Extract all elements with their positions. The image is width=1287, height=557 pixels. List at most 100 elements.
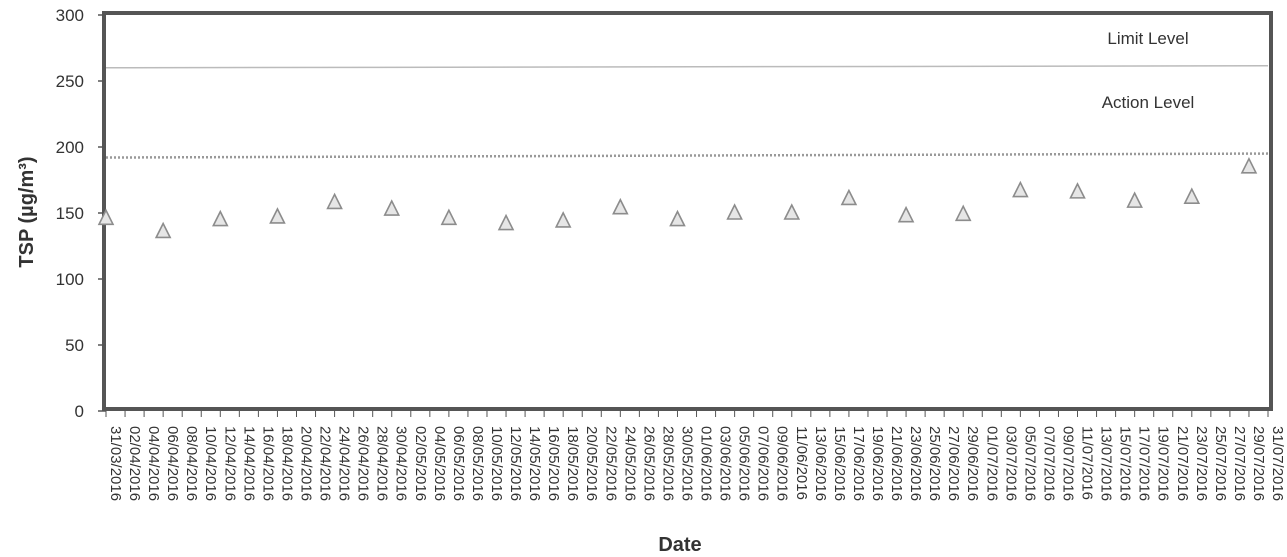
x-tick-label: 23/07/2016 [1193,426,1210,501]
data-point [1126,191,1143,208]
x-tick-label: 14/04/2016 [240,426,257,501]
y-axis-title: TSP (µg/m³) [16,156,38,267]
data-point [669,209,686,227]
x-tick-label: 29/07/2016 [1250,426,1267,501]
x-tick-label: 22/05/2016 [602,426,619,501]
x-tick-label: 23/06/2016 [907,426,924,501]
x-tick-label: 01/06/2016 [698,426,715,501]
x-tick-label: 15/06/2016 [831,426,848,501]
data-point [154,221,172,239]
x-tick-label: 03/07/2016 [1002,426,1019,501]
y-tick-label: 300 [56,6,84,25]
x-axis-title: Date [658,534,701,556]
data-point [383,199,401,216]
data-point [954,204,972,222]
data-point [212,209,229,227]
x-tick-label: 07/07/2016 [1040,426,1057,501]
x-tick-label: 12/04/2016 [221,426,238,501]
y-tick-label: 150 [56,204,84,223]
x-tick-label: 28/04/2016 [374,426,391,501]
x-tick-label: 28/05/2016 [659,426,676,501]
limit-level-label: Limit Level [1107,29,1188,48]
y-tick-label: 0 [75,402,84,421]
x-tick-label: 04/04/2016 [145,426,162,501]
x-tick-label: 06/04/2016 [164,426,181,501]
x-tick-label: 22/04/2016 [317,426,334,501]
x-tick-label: 05/07/2016 [1021,426,1038,501]
x-tick-label: 20/05/2016 [583,426,600,501]
y-tick-label: 50 [65,336,84,355]
x-tick-label: 21/06/2016 [888,426,905,501]
x-tick-label: 14/05/2016 [526,426,543,501]
data-point [612,197,629,215]
x-tick-label: 19/06/2016 [869,426,886,501]
x-tick-label: 10/05/2016 [488,426,505,501]
plot-area [102,11,1273,411]
x-tick-label: 27/06/2016 [945,426,962,501]
data-point [554,211,572,228]
x-tick-label: 11/07/2016 [1079,426,1096,500]
x-tick-label: 08/04/2016 [183,426,200,501]
x-tick-label: 09/07/2016 [1059,426,1076,501]
x-tick-label: 24/04/2016 [336,426,353,501]
x-axis-ticks: 31/03/2016 02/04/2016 04/04/2016 06/04/2016… [105,411,1286,501]
x-tick-label: 13/07/2016 [1098,426,1115,501]
data-point [897,205,915,223]
y-tick-label: 100 [56,270,84,289]
data-point [726,203,743,220]
x-tick-label: 07/06/2016 [755,426,772,501]
x-tick-label: 15/07/2016 [1117,426,1134,501]
x-tick-label: 27/07/2016 [1231,426,1248,501]
y-axis-ticks: 0 50 100 150 200 250 300 [56,6,106,421]
data-point [840,188,858,206]
limit-level-line [105,65,1269,69]
x-tick-label: 06/05/2016 [450,426,467,501]
x-tick-label: 10/04/2016 [202,426,219,501]
data-point [1069,182,1086,199]
x-tick-label: 11/06/2016 [793,426,810,500]
action-level-line [105,152,1269,159]
y-tick-label: 200 [56,138,84,157]
x-tick-label: 02/04/2016 [126,426,143,501]
x-tick-label: 08/05/2016 [469,426,486,501]
x-tick-label: 26/05/2016 [640,426,657,501]
x-tick-label: 31/07/2016 [1269,426,1286,501]
y-tick-label: 250 [56,72,84,91]
x-tick-label: 19/07/2016 [1155,426,1172,501]
x-tick-label: 30/04/2016 [393,426,410,501]
x-tick-label: 31/03/2016 [107,426,124,501]
x-tick-label: 26/04/2016 [355,426,372,501]
data-point [1012,180,1029,198]
x-tick-label: 16/04/2016 [259,426,276,501]
x-tick-label: 02/05/2016 [412,426,429,501]
data-point [783,203,801,220]
data-point [97,208,115,226]
x-tick-label: 04/05/2016 [431,426,448,501]
x-tick-label: 20/04/2016 [297,426,314,501]
data-point [269,207,286,224]
x-tick-label: 13/06/2016 [812,426,829,501]
x-tick-label: 17/07/2016 [1136,426,1153,501]
data-point [440,208,458,226]
x-tick-label: 09/06/2016 [774,426,791,501]
x-tick-label: 25/07/2016 [1212,426,1229,501]
x-tick-label: 18/04/2016 [278,426,295,501]
x-tick-label: 16/05/2016 [545,426,562,501]
x-tick-label: 25/06/2016 [926,426,943,501]
data-point [326,192,343,210]
x-tick-label: 30/05/2016 [678,426,695,501]
x-tick-label: 29/06/2016 [964,426,981,501]
x-tick-label: 21/07/2016 [1174,426,1191,501]
data-point [1183,187,1201,204]
x-tick-label: 24/05/2016 [621,426,638,501]
x-tick-label: 05/06/2016 [736,426,753,501]
x-tick-label: 01/07/2016 [983,426,1000,501]
data-point [1240,157,1258,174]
x-tick-label: 17/06/2016 [850,426,867,501]
x-tick-label: 18/05/2016 [564,426,581,501]
action-level-label: Action Level [1102,93,1195,112]
data-markers [97,157,1258,239]
x-tick-label: 03/06/2016 [717,426,734,501]
x-tick-label: 12/05/2016 [507,426,524,501]
